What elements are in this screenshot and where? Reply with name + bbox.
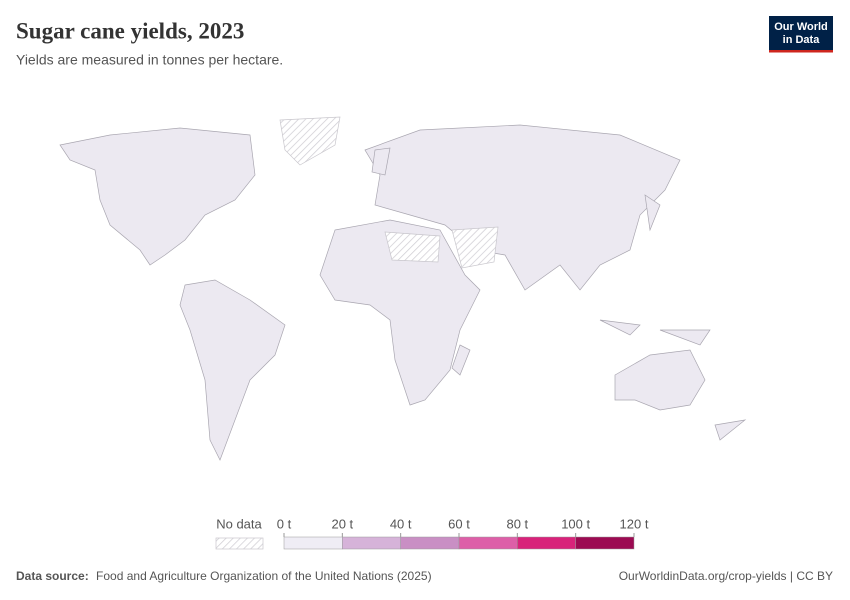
footer-source: Data source: Food and Agriculture Organi… xyxy=(16,569,432,583)
japan xyxy=(644,194,661,232)
south-america xyxy=(179,279,286,461)
legend: No data 0 t 20 t 40 t 60 t 80 t 100 t 120 t xyxy=(215,516,649,550)
north-africa-no-data xyxy=(384,231,441,263)
legend-no-data-swatch xyxy=(215,537,264,550)
legend-bin xyxy=(575,536,635,550)
legend-bin xyxy=(342,536,401,550)
africa xyxy=(319,219,481,406)
new-guinea xyxy=(659,329,711,346)
legend-bin xyxy=(458,536,518,550)
legend-tick-label: 100 t xyxy=(561,516,590,531)
logo-text: Our World xyxy=(774,21,828,33)
legend-tick-label: 80 t xyxy=(506,516,528,531)
legend-bin xyxy=(517,536,576,550)
britain xyxy=(371,147,391,176)
source-label: Data source: xyxy=(16,569,89,583)
footer-url: OurWorldinData.org/crop-yields | CC BY xyxy=(619,569,833,583)
title: Sugar cane yields, 2023 xyxy=(16,18,244,43)
eurasia xyxy=(364,124,681,291)
legend-tick-label: 40 t xyxy=(390,516,412,531)
madagascar xyxy=(451,344,471,376)
north-america xyxy=(59,127,256,266)
logo-underline xyxy=(769,50,833,53)
australia xyxy=(614,349,706,411)
legend-tick-label: 20 t xyxy=(331,516,353,531)
legend-bin xyxy=(283,536,343,550)
greenland xyxy=(279,116,341,166)
legend-no-data-label: No data xyxy=(216,516,262,531)
legend-tick-label: 0 t xyxy=(277,516,292,531)
indonesia xyxy=(599,319,641,336)
legend-bin xyxy=(400,536,460,550)
logo: Our World in Data xyxy=(769,16,833,53)
logo-box xyxy=(769,16,833,50)
logo-text: in Data xyxy=(783,34,821,46)
new-zealand xyxy=(714,419,747,441)
source-text: Food and Agriculture Organization of the… xyxy=(96,569,432,583)
subtitle: Yields are measured in tonnes per hectar… xyxy=(16,52,283,68)
legend-tick-label: 60 t xyxy=(448,516,470,531)
legend-tick-label: 120 t xyxy=(620,516,649,531)
arabia-no-data xyxy=(451,226,499,269)
world-map xyxy=(59,116,747,461)
